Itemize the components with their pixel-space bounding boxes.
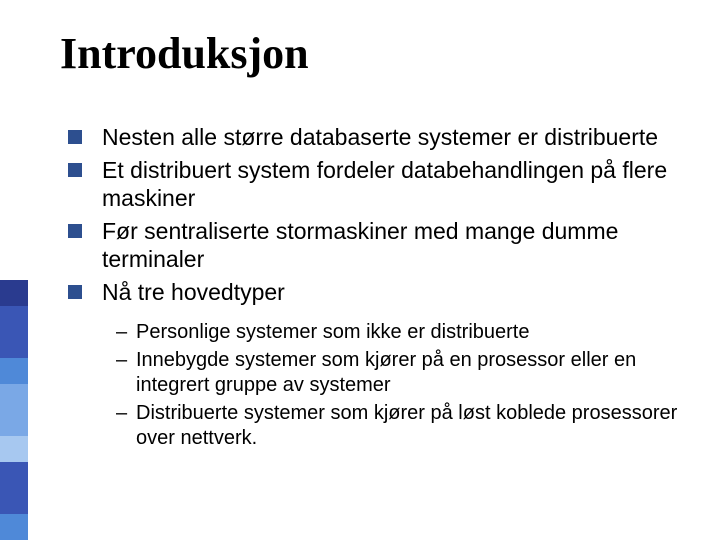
slide-content: Introduksjon Nesten alle større database… — [60, 28, 696, 454]
list-item-text: Innebygde systemer som kjører på en pros… — [136, 349, 636, 397]
list-item-text: Før sentraliserte stormaskiner med mange… — [102, 218, 618, 273]
list-item: Personlige systemer som ikke er distribu… — [116, 320, 696, 346]
list-item: Distribuerte systemer som kjører på løst… — [116, 401, 696, 452]
sub-bullet-list: Personlige systemer som ikke er distribu… — [60, 320, 696, 452]
deco-block — [0, 306, 28, 358]
list-item: Nesten alle større databaserte systemer … — [68, 123, 696, 152]
square-bullet-icon — [68, 130, 82, 144]
deco-block — [0, 462, 28, 514]
main-bullet-list: Nesten alle større databaserte systemer … — [60, 123, 696, 306]
square-bullet-icon — [68, 285, 82, 299]
deco-block — [0, 358, 28, 384]
deco-block — [0, 280, 28, 306]
list-item: Et distribuert system fordeler databehan… — [68, 156, 696, 213]
deco-block — [0, 436, 28, 462]
square-bullet-icon — [68, 163, 82, 177]
list-item-text: Nesten alle større databaserte systemer … — [102, 124, 658, 150]
list-item-text: Nå tre hovedtyper — [102, 279, 285, 305]
square-bullet-icon — [68, 224, 82, 238]
deco-block — [0, 384, 28, 436]
page-title: Introduksjon — [60, 28, 696, 79]
list-item-text: Personlige systemer som ikke er distribu… — [136, 321, 529, 343]
list-item: Før sentraliserte stormaskiner med mange… — [68, 217, 696, 274]
side-decoration — [0, 280, 28, 540]
deco-block — [0, 514, 28, 540]
list-item-text: Et distribuert system fordeler databehan… — [102, 157, 667, 212]
list-item: Nå tre hovedtyper — [68, 278, 696, 307]
list-item-text: Distribuerte systemer som kjører på løst… — [136, 402, 677, 450]
list-item: Innebygde systemer som kjører på en pros… — [116, 348, 696, 399]
